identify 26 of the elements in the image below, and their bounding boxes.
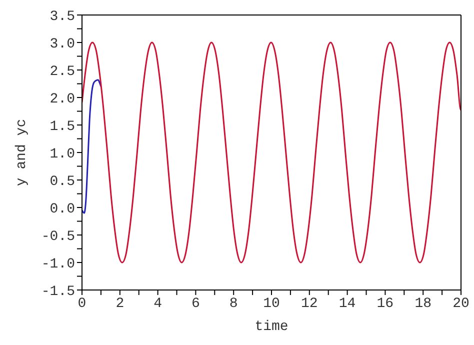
x-tick-label: 16: [376, 296, 394, 312]
y-tick-label: -1.0: [41, 256, 75, 272]
y-tick-label: -1.5: [41, 284, 75, 300]
y-tick-label: 2.0: [50, 91, 75, 108]
x-tick-label: 4: [154, 296, 162, 312]
y-tick-label: 0.5: [50, 174, 75, 190]
line-series: [82, 79, 102, 214]
x-tick-label: 2: [116, 296, 124, 312]
y-tick-label: 1.5: [50, 118, 75, 135]
y-tick-label: 3.0: [50, 36, 75, 52]
x-tick-label: 20: [452, 296, 470, 312]
y-tick-label: -0.5: [41, 228, 75, 245]
y-axis-title: y and yc: [14, 118, 30, 186]
y-tick-label: 2.5: [50, 64, 75, 80]
x-tick-label: 8: [229, 296, 238, 312]
x-tick-label: 6: [191, 296, 200, 312]
x-tick-label: 18: [414, 296, 432, 312]
x-tick-label: 14: [338, 296, 356, 312]
y-tick-label: 1.0: [50, 146, 75, 162]
x-axis-title: time: [254, 319, 288, 335]
x-tick-label: 10: [263, 296, 280, 312]
x-tick-label: 12: [300, 296, 318, 312]
x-tick-label: 0: [78, 296, 86, 312]
line-series: [82, 42, 461, 264]
y-tick-label: 3.5: [50, 8, 75, 25]
y-tick-label: 0.0: [50, 201, 75, 218]
